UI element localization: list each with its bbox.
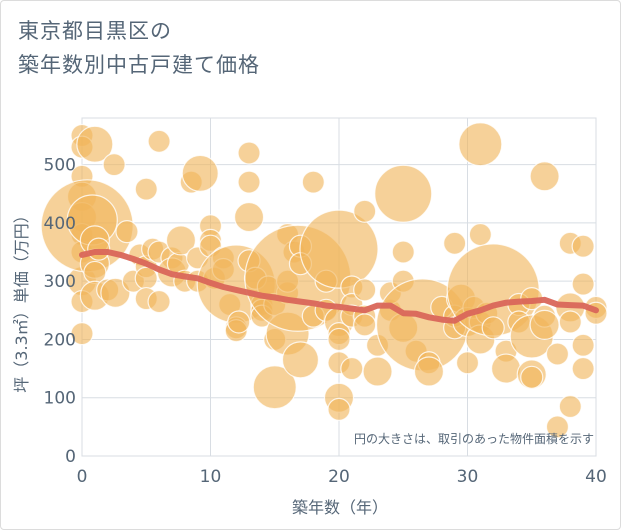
bubble-point xyxy=(353,278,377,302)
bubble-point xyxy=(490,353,522,384)
bubble-point xyxy=(455,351,480,375)
x-tick-label: 20 xyxy=(328,467,350,487)
y-tick-label: 300 xyxy=(44,272,76,292)
chart-title: 東京都目黒区の 築年数別中古戸建て価格 xyxy=(18,14,260,82)
bubble-point xyxy=(237,170,261,194)
bubble-point xyxy=(374,164,433,223)
bubble-point xyxy=(233,201,265,233)
bubble-point xyxy=(165,225,197,256)
bubble-point xyxy=(102,153,126,177)
x-tick-label: 0 xyxy=(77,467,88,487)
bubble-point xyxy=(134,266,158,290)
bubble-point xyxy=(100,277,131,308)
bubble-point xyxy=(443,231,467,255)
bubble-point xyxy=(558,394,582,419)
title-line-2: 築年数別中古戸建て価格 xyxy=(18,53,260,77)
bubble-point xyxy=(545,415,570,439)
bubble-point xyxy=(353,313,377,337)
bubble-point xyxy=(545,342,570,366)
title-line-1: 東京都目黒区の xyxy=(18,19,172,43)
bubble-point xyxy=(571,272,595,296)
bubble-point xyxy=(529,309,560,340)
y-tick-label: 100 xyxy=(44,389,76,409)
bubble-point xyxy=(76,125,114,163)
x-tick-label: 40 xyxy=(585,467,607,487)
y-tick-label: 400 xyxy=(44,214,76,234)
bubble-point xyxy=(70,322,94,346)
bubble-point xyxy=(252,365,297,410)
bubble-point xyxy=(571,356,595,381)
bubble-point xyxy=(413,356,445,387)
bubble-point xyxy=(468,222,492,247)
bubble-point xyxy=(147,289,171,314)
size-note: 円の大きさは、取引のあった物件面積を示す xyxy=(354,431,594,446)
bubble-point xyxy=(571,333,595,357)
bubble-point xyxy=(558,310,582,334)
bubble-point xyxy=(147,129,171,153)
bubble-point xyxy=(115,220,139,244)
x-tick-label: 10 xyxy=(200,467,222,487)
x-tick-labels: 0 10 20 30 40 xyxy=(77,467,607,487)
y-tick-label: 500 xyxy=(44,156,76,176)
bubble-point xyxy=(481,316,505,340)
bubble-point xyxy=(340,356,364,381)
x-tick-label: 30 xyxy=(457,467,479,487)
bubble-point xyxy=(327,327,351,352)
y-tick-label: 200 xyxy=(44,330,76,350)
bubble-point xyxy=(237,141,261,165)
y-tick-label: 0 xyxy=(65,447,76,467)
x-axis-label: 築年数（年） xyxy=(292,498,388,517)
bubble-point xyxy=(227,310,251,334)
bubble-point xyxy=(458,122,503,167)
bubble-point xyxy=(181,154,219,192)
y-axis-label: 坪（3.3㎡）単価（万円） xyxy=(12,207,31,392)
bubble-point xyxy=(301,170,325,194)
bubble-point xyxy=(529,161,560,192)
y-tick-labels: 0 100 200 300 400 500 xyxy=(44,156,76,467)
bubbles xyxy=(40,122,608,439)
bubble-point xyxy=(299,209,379,289)
bubble-point xyxy=(362,356,393,387)
bubble-point xyxy=(281,341,320,379)
bubble-point xyxy=(571,234,595,258)
bubble-point xyxy=(391,240,415,264)
bubble-point xyxy=(134,177,158,201)
bubble-point xyxy=(520,365,544,389)
trend-line xyxy=(79,249,599,324)
bubble-point xyxy=(353,199,377,223)
bubble-point xyxy=(327,397,351,421)
